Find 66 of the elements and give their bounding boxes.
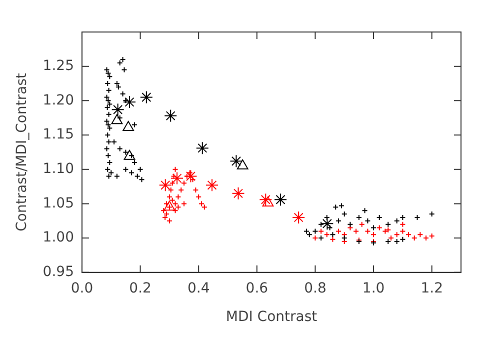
x-tick-label: 1.0 bbox=[362, 280, 385, 296]
point bbox=[140, 90, 153, 104]
point bbox=[417, 232, 424, 238]
point bbox=[400, 228, 406, 234]
point bbox=[172, 208, 178, 214]
point bbox=[122, 96, 136, 109]
point bbox=[358, 221, 365, 228]
y-tick-label: 1.05 bbox=[42, 195, 74, 212]
point bbox=[160, 208, 167, 214]
point bbox=[232, 186, 245, 200]
x-tick-label: 0.0 bbox=[70, 280, 94, 296]
point bbox=[111, 103, 124, 116]
point bbox=[382, 228, 388, 234]
point bbox=[169, 197, 176, 204]
point bbox=[336, 228, 342, 234]
point bbox=[330, 236, 336, 242]
point bbox=[164, 109, 178, 122]
y-tick-label: 1.10 bbox=[42, 161, 74, 178]
point bbox=[385, 226, 392, 233]
point bbox=[166, 218, 172, 224]
point bbox=[181, 180, 188, 186]
point bbox=[158, 178, 172, 192]
x-tick-label: 0.2 bbox=[129, 280, 152, 296]
x-tick-label: 0.6 bbox=[246, 280, 268, 296]
point bbox=[124, 150, 136, 160]
point bbox=[196, 194, 202, 200]
point bbox=[175, 194, 182, 200]
y-tick-label: 1.00 bbox=[42, 230, 74, 246]
point bbox=[111, 114, 123, 124]
point bbox=[370, 232, 377, 238]
y-axis-title: Contrast/MDI_Contrast bbox=[14, 72, 30, 232]
x-axis-title: MDI Contrast bbox=[226, 309, 318, 326]
point bbox=[292, 210, 306, 224]
x-tick-label: 1.2 bbox=[420, 280, 443, 296]
y-tick-label: 0.95 bbox=[42, 264, 74, 280]
y-tick-label: 1.15 bbox=[42, 126, 74, 143]
point bbox=[190, 176, 196, 183]
point bbox=[172, 166, 178, 172]
point bbox=[230, 154, 243, 168]
x-tick-label: 0.4 bbox=[187, 280, 210, 296]
point bbox=[201, 204, 208, 210]
y-tick-label: 1.25 bbox=[42, 58, 74, 74]
point bbox=[181, 200, 188, 207]
point bbox=[406, 232, 412, 238]
point bbox=[166, 194, 172, 200]
point bbox=[347, 224, 354, 231]
point bbox=[170, 172, 184, 185]
point bbox=[318, 228, 324, 234]
point bbox=[324, 232, 330, 238]
point bbox=[394, 232, 400, 238]
point bbox=[376, 224, 382, 231]
point bbox=[320, 217, 334, 230]
point bbox=[262, 196, 274, 207]
point bbox=[400, 221, 406, 228]
point bbox=[172, 200, 178, 207]
point bbox=[206, 178, 219, 192]
y-tick-label: 1.20 bbox=[42, 92, 74, 108]
point bbox=[364, 228, 371, 234]
point bbox=[184, 170, 198, 183]
point bbox=[164, 200, 176, 211]
point bbox=[259, 193, 272, 206]
point bbox=[274, 193, 288, 206]
x-tick-label: 0.8 bbox=[304, 280, 326, 296]
point bbox=[353, 228, 360, 234]
point bbox=[196, 142, 209, 155]
point bbox=[175, 204, 182, 210]
